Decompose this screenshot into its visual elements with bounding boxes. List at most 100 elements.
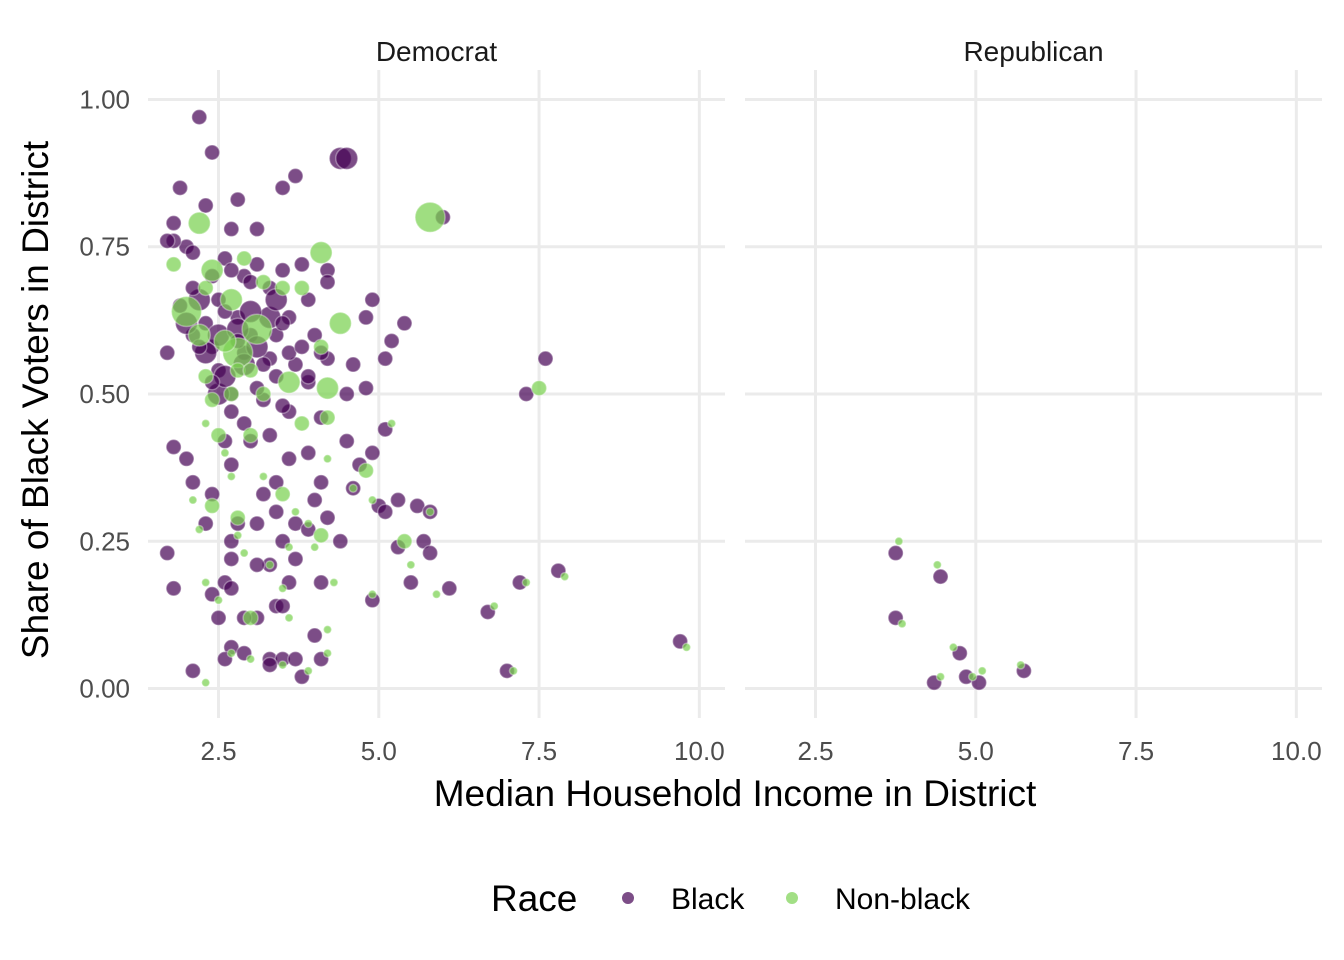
point-non-black-democrat — [303, 518, 314, 529]
point-black-democrat — [396, 315, 413, 332]
point-black-democrat — [383, 332, 400, 350]
point-non-black-democrat — [386, 418, 397, 429]
point-non-black-democrat — [303, 666, 314, 676]
point-non-black-democrat — [200, 258, 224, 283]
point-black-democrat — [287, 356, 304, 373]
point-black-democrat — [165, 214, 182, 232]
point-black-democrat — [223, 580, 240, 597]
point-non-black-democrat — [312, 527, 330, 544]
point-non-black-democrat — [258, 471, 269, 482]
point-non-black-democrat — [203, 391, 221, 409]
point-non-black-democrat — [367, 495, 378, 505]
point-non-black-democrat — [277, 370, 301, 394]
point-black-republican — [887, 544, 904, 562]
point-non-black-democrat — [284, 613, 294, 623]
point-black-democrat — [229, 191, 247, 208]
point-black-democrat — [421, 544, 439, 562]
point-black-democrat — [255, 356, 272, 373]
point-non-black-democrat — [319, 409, 336, 426]
point-black-democrat — [203, 144, 221, 161]
y-tick-label: 0.00 — [79, 674, 130, 704]
point-non-black-democrat — [681, 642, 692, 653]
point-non-black-democrat — [293, 279, 311, 297]
point-black-democrat — [332, 533, 349, 550]
point-black-democrat — [306, 326, 323, 344]
point-non-black-democrat — [200, 677, 211, 688]
x-tick-label: 10.0 — [1271, 736, 1322, 766]
point-black-democrat — [184, 474, 202, 491]
point-black-democrat — [216, 250, 234, 267]
point-black-democrat — [248, 220, 266, 238]
point-non-black-democrat — [220, 448, 230, 458]
x-tick-label: 7.5 — [521, 736, 557, 766]
point-non-black-democrat — [188, 495, 198, 505]
point-black-democrat — [537, 350, 554, 367]
point-non-black-democrat — [200, 418, 211, 429]
point-black-democrat — [415, 533, 432, 550]
point-non-black-republican — [967, 672, 978, 682]
point-non-black-democrat — [277, 583, 288, 594]
point-non-black-democrat — [322, 454, 333, 464]
point-non-black-democrat — [406, 560, 416, 570]
facet-label-republican: Republican — [963, 36, 1103, 67]
point-non-black-democrat — [309, 240, 333, 265]
point-non-black-democrat — [239, 548, 249, 558]
point-black-democrat — [312, 574, 330, 591]
point-black-democrat — [261, 426, 279, 444]
point-black-democrat — [287, 650, 304, 668]
point-non-black-republican — [1015, 660, 1026, 670]
point-black-democrat — [319, 273, 336, 291]
point-non-black-republican — [894, 536, 904, 547]
legend-key-non-black — [786, 892, 798, 904]
point-non-black-democrat — [274, 279, 291, 297]
point-black-democrat — [274, 262, 291, 279]
point-black-democrat — [197, 197, 214, 214]
point-non-black-democrat — [425, 507, 435, 517]
y-tick-label: 0.25 — [79, 526, 130, 556]
point-non-black-democrat — [242, 426, 259, 444]
point-black-democrat — [338, 385, 355, 403]
x-tick-label: 10.0 — [674, 736, 725, 766]
legend-title: Race — [491, 878, 577, 919]
y-tick-label: 1.00 — [79, 84, 130, 114]
point-black-democrat — [300, 368, 317, 385]
point-black-democrat — [389, 491, 407, 509]
legend-label-black: Black — [671, 883, 745, 916]
point-non-black-democrat — [277, 660, 288, 670]
point-non-black-democrat — [322, 648, 333, 658]
point-non-black-democrat — [203, 497, 221, 515]
point-non-black-democrat — [255, 385, 272, 403]
legend-label-non-black: Non-black — [835, 883, 971, 916]
point-non-black-democrat — [293, 415, 311, 432]
point-non-black-democrat — [414, 201, 446, 234]
point-non-black-republican — [935, 672, 946, 682]
point-black-democrat — [223, 456, 240, 473]
point-black-democrat — [293, 338, 311, 356]
point-black-democrat — [364, 291, 381, 308]
point-black-democrat — [376, 503, 394, 521]
point-black-democrat — [376, 350, 394, 367]
point-black-democrat — [248, 256, 266, 273]
point-non-black-democrat — [284, 542, 294, 552]
point-black-democrat — [223, 220, 240, 238]
point-black-democrat — [300, 291, 317, 308]
point-non-black-democrat — [213, 329, 237, 353]
point-non-black-democrat — [329, 577, 339, 588]
point-black-democrat — [274, 315, 291, 332]
point-non-black-democrat — [197, 279, 214, 297]
point-non-black-democrat — [187, 211, 212, 235]
point-non-black-democrat — [242, 609, 259, 627]
y-tick-label: 0.50 — [79, 379, 130, 409]
point-non-black-democrat — [431, 589, 442, 600]
x-axis-title: Median Household Income in District — [434, 773, 1037, 814]
x-tick-label: 7.5 — [1118, 736, 1154, 766]
point-non-black-democrat — [165, 256, 182, 273]
point-non-black-democrat — [210, 426, 227, 444]
point-black-democrat — [306, 491, 323, 509]
point-non-black-democrat — [348, 483, 358, 494]
point-non-black-democrat — [328, 311, 353, 336]
y-tick-label: 0.75 — [79, 232, 130, 262]
point-black-democrat — [280, 344, 298, 362]
point-non-black-democrat — [170, 295, 203, 328]
